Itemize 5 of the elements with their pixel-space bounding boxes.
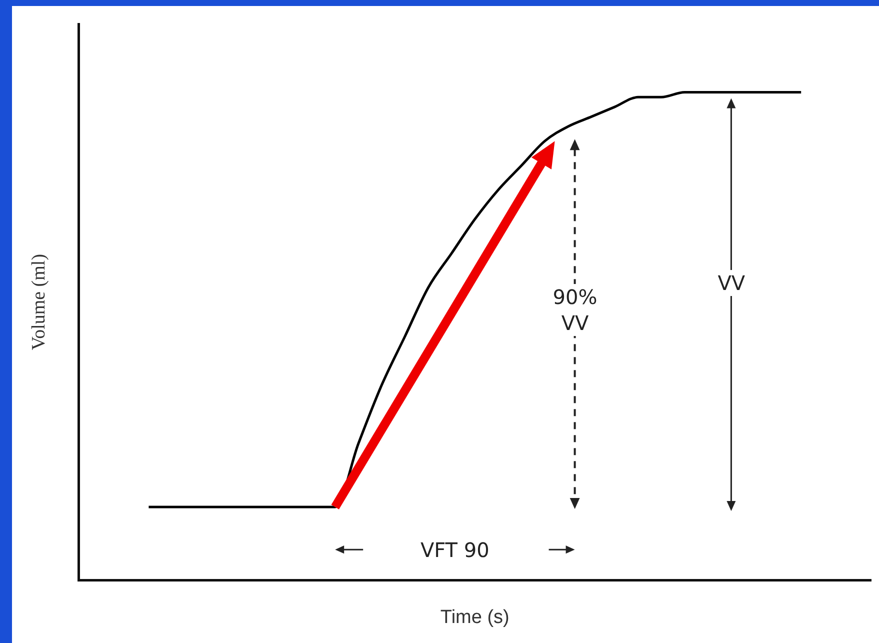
y-axis-title: Volume (ml) bbox=[28, 254, 50, 350]
x-axis-title: Time (s) bbox=[440, 606, 510, 628]
annotation: VV bbox=[718, 270, 746, 296]
annotation: 90% VV bbox=[552, 284, 598, 336]
annotation: VFT 90 bbox=[420, 536, 490, 563]
